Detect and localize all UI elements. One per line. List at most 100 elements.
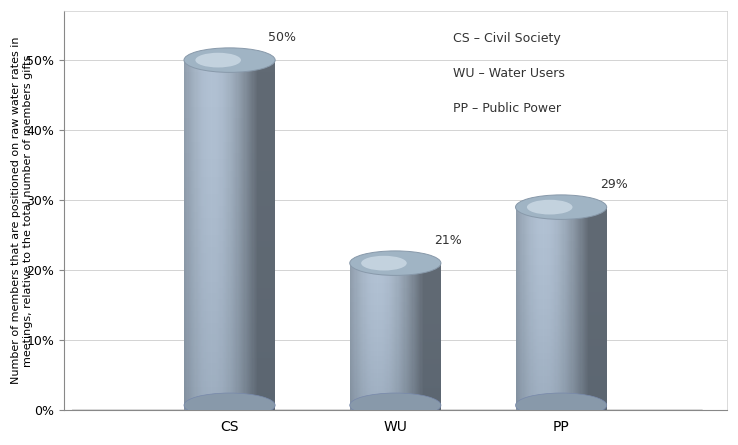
Y-axis label: Number of members that are positioned on raw water rates in
meetings, relative t: Number of members that are positioned on… [11,37,32,384]
Bar [266,60,267,410]
Bar [350,373,441,376]
Bar [254,60,255,410]
Bar [516,207,517,410]
Bar [516,261,607,265]
Bar [184,399,275,405]
Bar [527,207,528,410]
Bar [229,60,230,410]
Bar [244,60,246,410]
Bar [350,295,441,297]
Bar [550,207,551,410]
Bar [516,309,607,312]
Bar [350,391,441,393]
Bar [184,130,275,136]
Bar [238,60,240,410]
Bar [423,263,424,410]
Bar [582,207,583,410]
Bar [192,60,193,410]
Bar [577,207,578,410]
Bar [209,60,210,410]
Bar [350,398,441,400]
Bar [352,263,354,410]
Bar [184,340,275,346]
Bar [350,368,441,371]
Bar [541,207,542,410]
Bar [391,263,392,410]
Bar [246,60,248,410]
Bar [368,263,369,410]
Ellipse shape [516,393,607,417]
Bar [387,263,388,410]
Bar [193,60,194,410]
Bar [517,207,518,410]
Bar [184,369,275,375]
Bar [184,264,275,270]
Bar [350,349,441,352]
Bar [516,231,607,234]
Bar [235,60,236,410]
Bar [350,310,441,312]
Bar [533,207,534,410]
Bar [242,60,244,410]
Bar [190,60,191,410]
Bar [585,207,586,410]
Bar [587,207,588,410]
Bar [411,263,413,410]
Bar [379,263,381,410]
Bar [199,60,200,410]
Bar [370,263,371,410]
Bar [350,305,441,307]
Bar [255,60,256,410]
Bar [210,60,211,410]
Bar [350,376,441,378]
Bar [516,271,607,275]
Bar [377,263,379,410]
Bar [184,142,275,148]
Bar [408,263,409,410]
Bar [184,405,275,410]
Bar [184,60,185,410]
Bar [350,312,441,315]
Bar [184,171,275,177]
Bar [251,60,252,410]
Bar [350,275,441,278]
Bar [213,60,215,410]
Bar [234,60,235,410]
Bar [184,294,275,299]
Bar [350,354,441,356]
Bar [394,263,396,410]
Bar [184,328,275,334]
Bar [184,165,275,171]
Bar [350,342,441,344]
Bar [516,234,607,238]
Bar [516,326,607,329]
Bar [424,263,425,410]
Bar [545,207,546,410]
Bar [578,207,579,410]
Ellipse shape [350,393,441,417]
Bar [257,60,258,410]
Bar [350,408,441,410]
Bar [568,207,569,410]
Bar [215,60,216,410]
Bar [516,305,607,309]
Bar [350,283,441,285]
Bar [516,322,607,326]
Bar [252,60,254,410]
Bar [516,282,607,285]
Bar [351,263,352,410]
Bar [590,207,592,410]
Bar [184,113,275,118]
Polygon shape [702,410,722,440]
Ellipse shape [361,256,407,271]
Bar [603,207,604,410]
Bar [516,352,607,356]
Bar [184,124,275,130]
Bar [516,312,607,316]
Bar [521,207,523,410]
Bar [592,207,593,410]
Bar [415,263,417,410]
Bar [516,343,607,346]
Bar [184,323,275,328]
Bar [516,380,607,383]
